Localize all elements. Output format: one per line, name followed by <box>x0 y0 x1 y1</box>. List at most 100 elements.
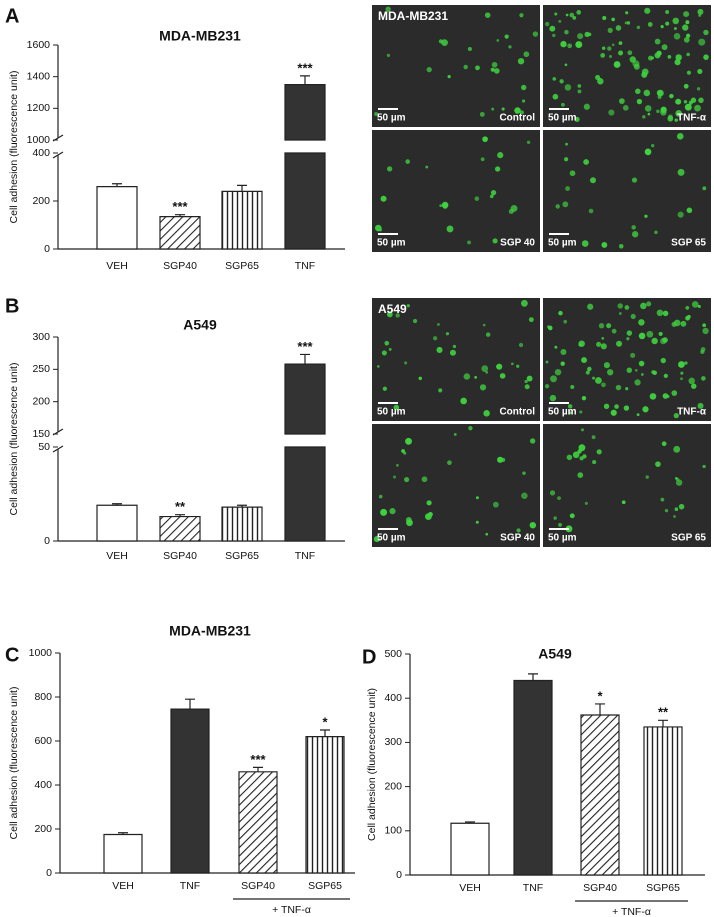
cell <box>426 66 432 73</box>
error-bar <box>300 75 310 85</box>
cell <box>595 377 602 384</box>
cell <box>660 357 666 364</box>
cell <box>644 7 651 14</box>
cell <box>585 370 590 375</box>
cell <box>607 46 612 51</box>
cell <box>644 148 652 156</box>
cell <box>501 107 505 111</box>
micrograph-tile <box>543 130 711 252</box>
cell <box>702 464 706 469</box>
significance: ** <box>658 705 669 720</box>
y-tick-label: 50 <box>38 441 50 453</box>
cell <box>565 13 569 17</box>
cell <box>460 397 467 405</box>
cell <box>688 377 695 385</box>
x-tick-label: VEH <box>106 260 128 272</box>
cell <box>449 349 456 356</box>
cell <box>611 43 615 47</box>
cell <box>446 225 454 233</box>
error-bar <box>175 214 185 217</box>
bar <box>284 363 326 542</box>
cell <box>468 426 473 431</box>
cell <box>625 11 629 15</box>
cell <box>404 361 408 365</box>
y-tick-label: 0 <box>396 869 402 881</box>
cell <box>438 39 444 44</box>
cell <box>645 475 649 479</box>
cell <box>378 494 383 499</box>
cell <box>630 313 636 320</box>
cell <box>579 410 583 414</box>
cell <box>565 186 571 191</box>
cell <box>662 337 668 343</box>
panel-letter: D <box>362 646 376 668</box>
cell <box>678 503 685 510</box>
cell <box>691 301 699 308</box>
significance: *** <box>172 199 188 214</box>
bar <box>580 714 620 876</box>
error-bar <box>465 821 475 824</box>
micrograph-tile <box>543 298 711 421</box>
cell <box>685 306 690 310</box>
cell <box>475 520 479 524</box>
bar <box>238 771 278 874</box>
cell <box>677 168 685 176</box>
cell <box>625 387 629 391</box>
cell <box>660 109 667 116</box>
cell <box>374 224 382 232</box>
panel-letter: A <box>5 5 19 27</box>
bar <box>103 833 143 874</box>
cell <box>544 384 550 389</box>
cell <box>526 140 531 144</box>
error-bar <box>528 673 538 681</box>
cell <box>552 93 559 100</box>
cell <box>662 393 669 399</box>
cell <box>700 349 705 355</box>
cell <box>673 515 676 518</box>
cell <box>601 46 606 51</box>
cell <box>547 325 553 331</box>
x-tick-label: TNF <box>295 550 315 562</box>
cell <box>553 516 557 520</box>
cell <box>651 337 658 345</box>
x-tick-label: SGP40 <box>583 882 617 894</box>
cell <box>577 89 582 94</box>
cell <box>567 404 573 409</box>
cell <box>569 513 575 519</box>
bar <box>159 216 201 250</box>
cell <box>483 410 490 417</box>
cell <box>381 350 387 356</box>
cell <box>649 393 657 400</box>
micrograph-tile <box>372 5 540 127</box>
cell <box>519 110 525 115</box>
y-tick-label: 800 <box>34 691 52 703</box>
cell <box>524 379 528 384</box>
cell <box>638 319 645 326</box>
cell <box>672 17 680 25</box>
cell <box>496 39 500 42</box>
cell <box>631 225 636 230</box>
cell <box>651 143 655 148</box>
cell <box>602 15 607 21</box>
error-bar <box>112 183 122 187</box>
cell <box>662 310 669 317</box>
cell <box>590 177 596 184</box>
cell <box>638 332 646 340</box>
cell <box>644 105 652 112</box>
cell <box>609 55 612 58</box>
cell <box>677 211 684 218</box>
cell <box>564 157 569 162</box>
cell <box>685 20 690 25</box>
cell <box>588 208 594 214</box>
cell <box>680 371 684 375</box>
cell <box>631 231 639 238</box>
cell <box>384 340 390 346</box>
y-axis-label: Cell adhesion (fluorescence unit) <box>366 688 378 841</box>
x-tick-label: TNF <box>180 880 200 892</box>
cell <box>680 377 683 381</box>
y-axis-label: Cell adhesion (fluorescence unit) <box>8 687 20 840</box>
cell <box>482 323 486 327</box>
y-tick-label: 200 <box>32 195 50 207</box>
cell <box>622 105 629 111</box>
y-tick-label: 200 <box>32 395 50 407</box>
